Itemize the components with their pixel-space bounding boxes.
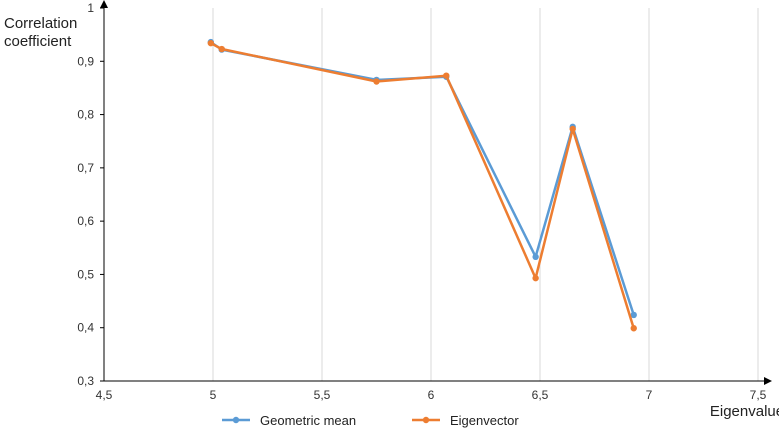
- y-axis-title-line-2: coefficient: [4, 33, 72, 50]
- data-point-eigenvector: [569, 125, 576, 133]
- tick-labels: 4,5 5 5,5 6 6,5 7 7,5 0,3 0,4 0,5 0,6 0,7 0,8 0,9 1: [77, 1, 766, 402]
- data-point-eigenvector: [532, 274, 539, 282]
- legend: Geometric mean Eigenvector: [222, 413, 519, 428]
- data-point-eigenvector: [443, 72, 450, 79]
- x-tick-label: 4,5: [96, 388, 113, 402]
- series-line-geometric-mean: [210, 41, 635, 316]
- axes: [100, 0, 772, 385]
- y-tick-label: 0,3: [77, 374, 94, 388]
- x-tick-label: 5,5: [314, 388, 331, 402]
- x-tick-label: 5: [210, 388, 217, 402]
- data-point-geometric-mean: [630, 311, 637, 319]
- legend-label-geometric-mean: Geometric mean: [260, 413, 356, 428]
- y-tick-label: 0,9: [77, 54, 94, 68]
- legend-label-eigenvector: Eigenvector: [450, 413, 519, 428]
- series-lines: [207, 38, 637, 332]
- y-tick-label: 0,5: [77, 267, 94, 281]
- x-tick-label: 7,5: [750, 388, 767, 402]
- data-point-eigenvector: [630, 325, 637, 332]
- x-axis-arrow: [764, 377, 772, 385]
- y-tick-label: 0,6: [77, 214, 94, 228]
- y-tick-label: 0,4: [77, 321, 94, 335]
- y-tick-label: 0,8: [77, 108, 94, 122]
- series-line-eigenvector: [210, 42, 635, 329]
- data-point-geometric-mean: [532, 253, 539, 261]
- x-tick-label: 7: [646, 388, 653, 402]
- legend-marker-eigenvector: [422, 416, 430, 424]
- y-tick-label: 1: [87, 1, 94, 15]
- y-axis-title-line-1: Correlation: [4, 15, 77, 32]
- x-axis-title: Eigenvalue: [710, 403, 779, 420]
- legend-marker-geometric-mean: [232, 416, 240, 424]
- y-tick-label: 0,7: [77, 161, 94, 175]
- x-tick-label: 6: [428, 388, 435, 402]
- data-point-eigenvector: [373, 78, 380, 85]
- x-tick-label: 6,5: [532, 388, 549, 402]
- y-axis-arrow: [100, 0, 108, 8]
- data-point-eigenvector: [218, 45, 225, 53]
- data-point-eigenvector: [207, 39, 215, 47]
